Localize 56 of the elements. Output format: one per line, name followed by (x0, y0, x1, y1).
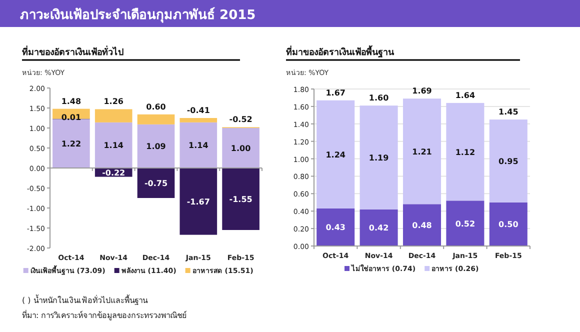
bar (402, 204, 442, 246)
bar (489, 202, 528, 246)
data-label: -1.67 (186, 197, 210, 206)
data-label: -0.22 (102, 168, 126, 178)
bar (94, 109, 132, 122)
bar (489, 120, 528, 202)
data-label: 1.12 (455, 148, 476, 157)
bar (360, 209, 398, 246)
data-label: 0.42 (368, 224, 389, 233)
total-label: 0.60 (146, 102, 166, 112)
total-label: -0.41 (186, 106, 210, 115)
data-label: 0.01 (61, 112, 82, 122)
data-label: 1.14 (188, 141, 209, 150)
bar (222, 168, 260, 230)
bar (402, 98, 442, 204)
total-label: 1.60 (368, 94, 390, 103)
data-label: 1.22 (61, 140, 82, 149)
bar (316, 100, 355, 208)
bar (222, 128, 260, 168)
total-label: 1.67 (326, 88, 346, 98)
bar (137, 114, 175, 124)
text: ( ) น้ำหนักในเงินเฟ้อทั่วไปและพื้นฐาน (22, 294, 148, 305)
chart-subtitle: ที่มาของอัตราเงินเฟ้อทั่วไป (22, 45, 124, 58)
total-label: 1.48 (61, 96, 82, 106)
data-label: 0.52 (455, 219, 476, 228)
chart-title: ภาวะเงินเฟ้อประจำเดือนกุมภาพันธ์ 2015 (20, 7, 256, 23)
data-label: 1.00 (230, 144, 252, 153)
bar (94, 122, 132, 168)
bar (360, 106, 398, 210)
bar (446, 102, 484, 201)
data-label: 0.50 (498, 220, 519, 230)
total-label: 1.69 (412, 86, 432, 96)
data-label: 0.43 (326, 223, 346, 232)
total-label: 1.26 (104, 97, 124, 106)
chart-subtitle: ที่มาของอัตราเงินเฟ้อพื้นฐาน (286, 45, 395, 58)
bar (52, 119, 90, 168)
data-label: 1.14 (104, 141, 124, 150)
bar (137, 168, 175, 198)
data-label: 1.24 (326, 150, 346, 160)
total-label: 1.64 (455, 90, 476, 100)
bar (137, 124, 175, 168)
data-label: 1.19 (368, 153, 390, 162)
data-label: 1.09 (146, 142, 166, 152)
bar (180, 118, 218, 122)
data-label: -0.75 (144, 179, 168, 188)
text: ที่มา: การวิเคราะห์จากข้อมูลของกระทรวงพาณิชย์ (22, 309, 188, 321)
bar (316, 208, 355, 246)
data-label: 1.21 (412, 147, 432, 156)
total-label: -0.52 (229, 115, 252, 124)
data-label: 0.95 (498, 156, 519, 166)
total-label: 1.45 (498, 108, 519, 117)
bar (446, 200, 484, 246)
data-label: 0.48 (412, 221, 432, 230)
bar (180, 168, 218, 235)
data-label: -1.55 (229, 195, 253, 204)
bar (180, 122, 218, 168)
